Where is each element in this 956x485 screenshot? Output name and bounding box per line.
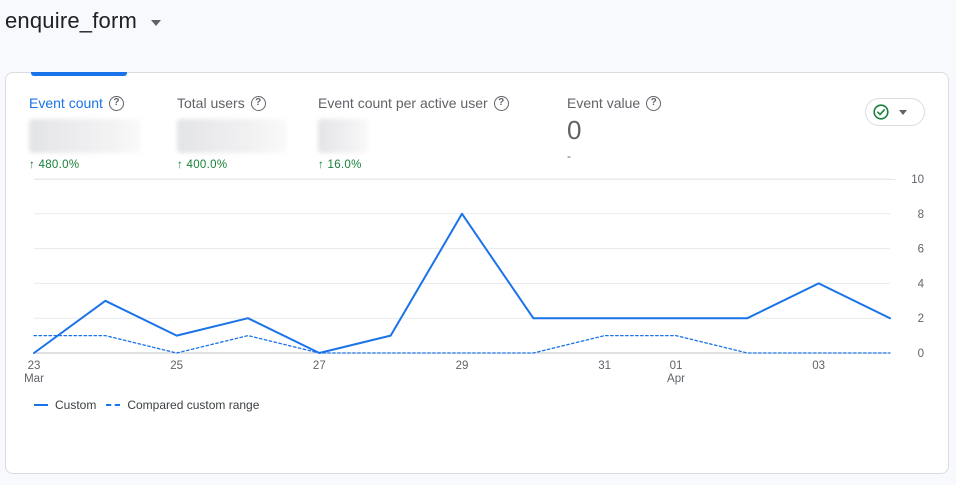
redacted-value [177,119,287,153]
redacted-value [29,119,141,153]
x-tick-label: 03 [812,360,825,372]
title-bar: enquire_form [5,8,162,34]
legend-label: Custom [55,398,97,412]
series-line-custom [33,212,891,354]
help-icon[interactable]: ? [108,95,124,111]
y-tick-label: 2 [918,313,924,325]
x-tick-label: 25 [170,360,183,372]
x-tick-label: 31 [598,360,611,372]
metric-value: 0 [567,115,582,145]
y-tick-label: 0 [918,348,924,360]
series-line-compared [33,334,891,354]
chevron-down-icon [899,109,907,115]
metric-tab-event-count[interactable]: Event count ? ↑ 480.0% [29,95,141,171]
chart-legend: Custom Compared custom range [34,398,259,412]
legend-item-custom[interactable]: Custom [34,398,96,412]
change-badge: ↑ 16.0% [318,159,362,171]
y-tick-label: 6 [918,244,924,256]
y-tick-label: 8 [918,209,924,221]
x-tick-month-label: Mar [24,373,44,385]
legend-item-compared[interactable]: Compared custom range [106,398,259,412]
active-metric-indicator [31,72,127,76]
y-tick-label: 10 [911,174,924,186]
metric-label: Event count [29,95,103,111]
title-dropdown-icon[interactable] [151,19,162,26]
x-tick-label: 01 [670,360,683,372]
x-tick-label: 27 [313,360,326,372]
y-tick-label: 4 [918,278,925,290]
metric-tab-event-value[interactable]: Event value ? 0 - [567,95,662,163]
help-icon[interactable]: ? [493,95,509,111]
x-tick-label: 29 [456,360,469,372]
x-tick-label: 23 [28,360,41,372]
metric-label: Event value [567,95,641,111]
metric-change-empty: - [567,149,571,163]
check-circle-icon [873,104,889,120]
page-title: enquire_form [5,8,138,33]
legend-label: Compared custom range [127,398,260,412]
change-badge: ↑ 480.0% [29,159,80,171]
x-tick-month-label: Apr [667,373,685,385]
help-icon[interactable]: ? [250,95,266,111]
report-card: Event count ? ↑ 480.0% Total users ? ↑ 4… [5,72,949,474]
legend-swatch-dashed [106,404,121,406]
metric-tab-event-count-per-active-user[interactable]: Event count per active user ? ↑ 16.0% [318,95,509,171]
metric-tab-total-users[interactable]: Total users ? ↑ 400.0% [177,95,287,171]
metric-label: Event count per active user [318,95,488,111]
redacted-value [318,119,368,153]
change-badge: ↑ 400.0% [177,159,228,171]
status-dropdown-button[interactable] [865,98,925,126]
help-icon[interactable]: ? [646,95,662,111]
legend-swatch-solid [34,404,48,406]
metric-label: Total users [177,95,245,111]
